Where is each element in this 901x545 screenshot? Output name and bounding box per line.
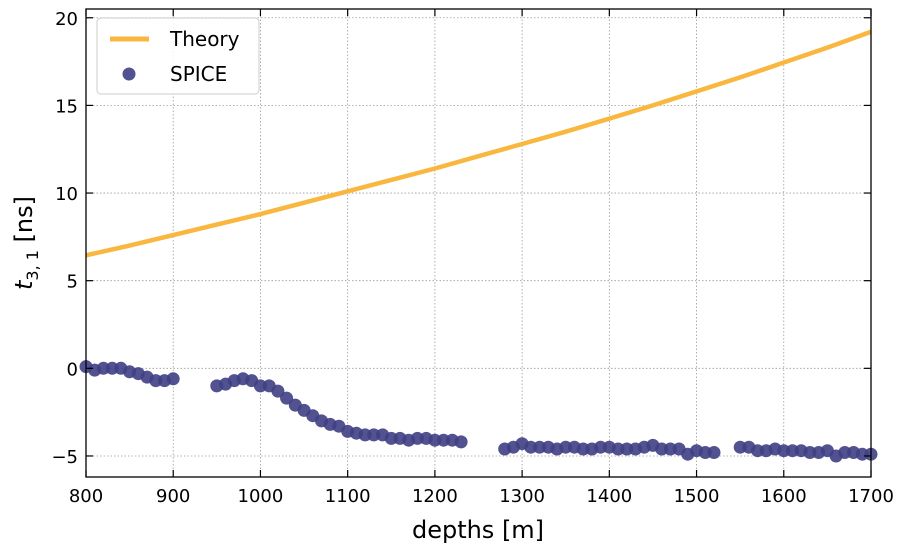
theory-layer (85, 29, 872, 258)
x-tick-label: 1100 (325, 486, 371, 507)
legend-theory-label: Theory (169, 27, 240, 51)
spice-point (454, 435, 468, 449)
y-tick-label: 15 (55, 96, 78, 117)
spice-point (271, 384, 285, 398)
y-axis-label-sub: 3, 1 (23, 250, 42, 281)
x-tick-label: 800 (69, 486, 103, 507)
x-tick-label: 1300 (499, 486, 545, 507)
y-axis-label: t3, 1 [ns] (10, 196, 42, 290)
x-tick-label: 1000 (238, 486, 284, 507)
x-tick-label: 1500 (674, 486, 720, 507)
y-tick-label: 5 (67, 272, 78, 293)
legend-spice-label: SPICE (170, 62, 227, 86)
y-axis-label-main: t (10, 279, 38, 290)
grid (85, 9, 872, 477)
x-axis-label: depths [m] (412, 516, 544, 544)
y-tick-label: 0 (67, 359, 78, 380)
x-tick-label: 1200 (412, 486, 458, 507)
spice-point (166, 372, 180, 386)
legend-spice-swatch (122, 67, 136, 81)
x-tick-label: 1600 (761, 486, 807, 507)
y-tick-label: −5 (51, 447, 78, 468)
y-axis-label-unit: [ns] (10, 196, 38, 250)
spice-point (280, 391, 294, 405)
spice-point (707, 446, 721, 459)
y-tick-label: 20 (55, 9, 78, 30)
x-tick-label: 1400 (586, 486, 632, 507)
x-tick-label: 1700 (848, 486, 894, 507)
legend: Theory SPICE (96, 17, 260, 95)
spice-layer (79, 360, 878, 463)
y-tick-label: 10 (55, 184, 78, 205)
ticks: 800 900 1000 1100 1200 1300 1400 1500 1600 1700 −5… (51, 9, 893, 507)
theory-line (85, 29, 872, 258)
x-tick-label: 900 (156, 486, 190, 507)
plot-frame (85, 8, 872, 478)
